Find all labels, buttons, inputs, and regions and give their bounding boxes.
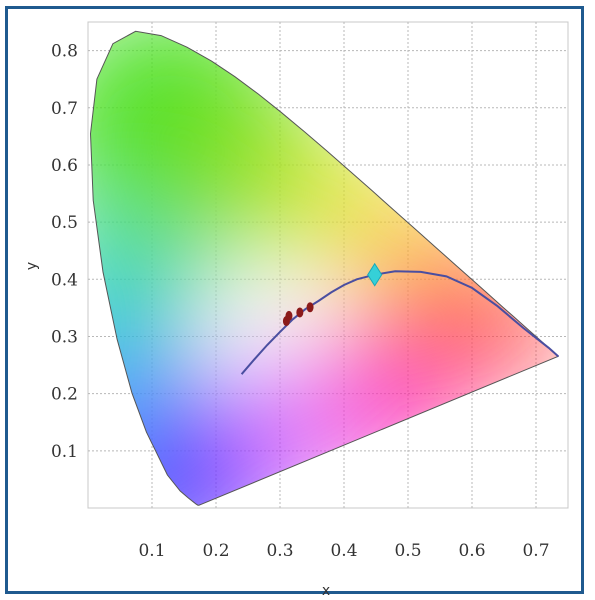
y-tick-label: 0.8	[51, 42, 78, 62]
x-tick-label: 0.7	[522, 541, 549, 561]
x-tick-label: 0.1	[138, 541, 165, 561]
y-tick-label: 0.1	[51, 442, 78, 462]
x-axis-label: x	[322, 583, 330, 599]
y-tick-labels: 0.1 0.2 0.3 0.4 0.5 0.6 0.7 0.8	[51, 42, 78, 462]
gamut-blob	[222, 290, 300, 360]
y-tick-label: 0.3	[51, 327, 78, 347]
data-point	[296, 307, 304, 318]
x-tick-label: 0.5	[394, 541, 421, 561]
x-tick-label: 0.2	[202, 541, 229, 561]
y-axis-label: y	[24, 262, 40, 270]
y-tick-label: 0.2	[51, 385, 78, 405]
x-tick-labels: 0.1 0.2 0.3 0.4 0.5 0.6 0.7	[138, 541, 549, 561]
gamut-blob	[90, 210, 204, 348]
x-tick-label: 0.3	[266, 541, 293, 561]
planckian-curve	[240, 270, 560, 375]
y-tick-label: 0.4	[51, 270, 78, 290]
data-point	[306, 302, 314, 313]
x-tick-label: 0.6	[458, 541, 485, 561]
gamut-blob	[177, 393, 280, 463]
diamond-marker	[367, 262, 383, 287]
y-tick-label: 0.6	[51, 156, 78, 176]
x-tick-label: 0.4	[330, 541, 357, 561]
data-point	[285, 310, 293, 321]
y-tick-label: 0.5	[51, 213, 78, 233]
series-layer	[240, 262, 560, 375]
y-tick-label: 0.7	[51, 99, 78, 119]
